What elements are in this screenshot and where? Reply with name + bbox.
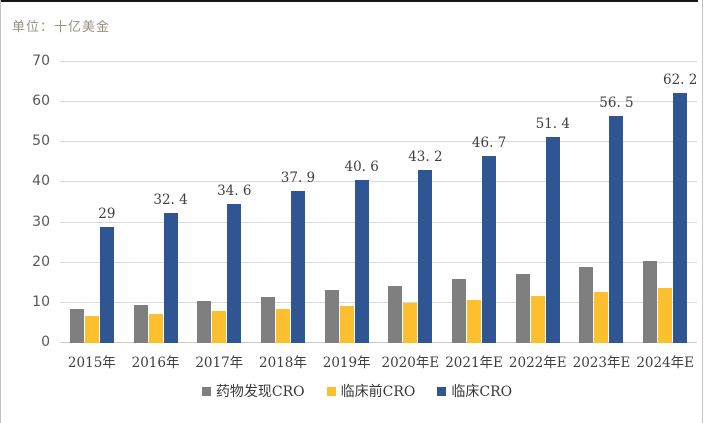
data-label-2022年E: 51. 4 — [535, 115, 570, 132]
gridline-40 — [60, 181, 697, 183]
bar-药物发现CRO-2015年 — [69, 308, 84, 343]
data-label-2021年E: 46. 7 — [471, 134, 507, 151]
right-border-line — [702, 0, 703, 423]
data-label-2016年: 32. 4 — [153, 191, 188, 208]
bar-临床前CRO-2021年E — [467, 299, 482, 343]
x-tick-label-2020年E: 2020年E — [381, 355, 440, 371]
gridline-0 — [60, 342, 697, 343]
bar-临床CRO-2022年E — [545, 136, 560, 343]
bar-临床CRO-2020年E — [418, 169, 433, 343]
bar-临床CRO-2023年E — [609, 116, 624, 343]
y-tick-label-60: 60 — [32, 93, 50, 110]
bar-临床前CRO-2016年 — [148, 314, 163, 343]
bar-临床前CRO-2024年E — [658, 288, 673, 343]
bar-药物发现CRO-2016年 — [133, 304, 148, 343]
data-label-2018年: 37. 9 — [280, 169, 316, 186]
bar-药物发现CRO-2019年 — [324, 290, 339, 343]
bar-group-2017年: 34. 6 — [187, 62, 251, 343]
x-tick-label-2021年E: 2021年E — [445, 355, 503, 371]
data-label-2023年E: 56. 5 — [599, 95, 634, 112]
left-border-line — [0, 0, 1, 423]
bar-临床CRO-2017年 — [227, 204, 242, 343]
bar-group-2015年: 29 — [60, 62, 124, 343]
gridline-60 — [60, 101, 697, 103]
bar-group-2020年E: 43. 2 — [379, 62, 443, 343]
bar-临床CRO-2018年 — [290, 190, 305, 343]
data-label-2020年E: 43. 2 — [408, 148, 443, 165]
bar-临床CRO-2015年 — [99, 226, 114, 343]
gridline-50 — [60, 141, 697, 143]
data-label-2019年: 40. 6 — [344, 159, 379, 176]
legend-swatch-icon — [201, 386, 211, 396]
x-tick-label-2015年: 2015年 — [67, 355, 116, 371]
bar-groups: 29 32. 4 34. 6 37. 9 40. 6 43. 2 46. 7 51. 4 56.… — [60, 62, 697, 343]
bar-临床前CRO-2020年E — [403, 303, 418, 343]
bar-药物发现CRO-2023年E — [579, 266, 594, 343]
bar-药物发现CRO-2021年E — [452, 278, 467, 343]
bar-临床前CRO-2017年 — [212, 311, 227, 343]
bar-临床CRO-2021年E — [482, 155, 497, 343]
bar-group-2022年E: 51. 4 — [506, 62, 570, 343]
x-tick-label-2023年E: 2023年E — [572, 355, 631, 371]
bar-临床前CRO-2019年 — [339, 306, 354, 343]
bar-药物发现CRO-2022年E — [515, 273, 530, 343]
data-label-2015年: 29 — [98, 205, 116, 222]
y-tick-label-50: 50 — [32, 133, 50, 150]
bar-临床CRO-2024年E — [673, 93, 688, 343]
bar-药物发现CRO-2024年E — [643, 260, 658, 343]
y-tick-label-30: 30 — [32, 213, 50, 230]
bar-group-2018年: 37. 9 — [251, 62, 315, 343]
bar-group-2019年: 40. 6 — [315, 62, 379, 343]
bar-临床CRO-2019年 — [354, 180, 369, 343]
legend-label: 临床前CRO — [340, 384, 416, 400]
y-tick-label-40: 40 — [32, 173, 50, 190]
x-tick-label-2019年: 2019年 — [322, 355, 371, 371]
legend-item-临床前CRO: 临床前CRO — [326, 381, 416, 401]
y-tick-label-10: 10 — [32, 293, 50, 310]
legend-label: 临床CRO — [451, 384, 513, 400]
y-tick-label-20: 20 — [32, 253, 50, 270]
legend-item-药物发现CRO: 药物发现CRO — [201, 381, 305, 401]
x-tick-label-2018年: 2018年 — [259, 355, 307, 371]
y-tick-label-70: 70 — [32, 53, 50, 69]
x-axis: 2015年 2016年 2017年 2018年 2019年 2020年E 2021年E 202… — [60, 351, 697, 371]
legend-swatch-icon — [437, 386, 447, 396]
y-tick-label-0: 0 — [41, 334, 50, 350]
x-tick-label-2022年E: 2022年E — [508, 355, 567, 371]
legend-label: 药物发现CRO — [215, 384, 305, 400]
x-tick-label-2024年E: 2024年E — [636, 355, 695, 371]
bar-group-2023年E: 56. 5 — [570, 62, 634, 343]
legend-item-临床CRO: 临床CRO — [437, 381, 512, 401]
legend-swatch-icon — [326, 386, 336, 396]
bar-临床前CRO-2022年E — [530, 295, 545, 343]
unit-label: 单位：十亿美金 — [12, 20, 111, 35]
bar-药物发现CRO-2020年E — [388, 285, 403, 343]
x-tick-label-2017年: 2017年 — [195, 355, 244, 371]
bar-临床前CRO-2015年 — [84, 315, 99, 343]
plot-area: 29 32. 4 34. 6 37. 9 40. 6 43. 2 46. 7 51. 4 56.… — [60, 61, 697, 343]
gridline-20 — [60, 261, 697, 263]
bar-group-2024年E: 62. 2 — [633, 62, 697, 343]
gridline-70 — [60, 61, 697, 62]
x-tick-label-2016年: 2016年 — [131, 355, 180, 371]
bar-group-2021年E: 46. 7 — [442, 62, 506, 343]
top-border-line — [0, 0, 698, 2]
bar-临床前CRO-2023年E — [594, 292, 609, 343]
data-label-2017年: 34. 6 — [217, 183, 252, 200]
bar-临床CRO-2016年 — [163, 212, 178, 343]
gridline-10 — [60, 301, 697, 303]
bar-药物发现CRO-2018年 — [260, 296, 275, 343]
bar-药物发现CRO-2017年 — [197, 301, 212, 343]
data-label-2024年E: 62. 2 — [663, 72, 698, 89]
bar-group-2016年: 32. 4 — [124, 62, 188, 343]
gridline-30 — [60, 221, 697, 223]
legend: 药物发现CRO 临床前CRO 临床CRO — [0, 381, 714, 401]
bar-临床前CRO-2018年 — [275, 308, 290, 343]
